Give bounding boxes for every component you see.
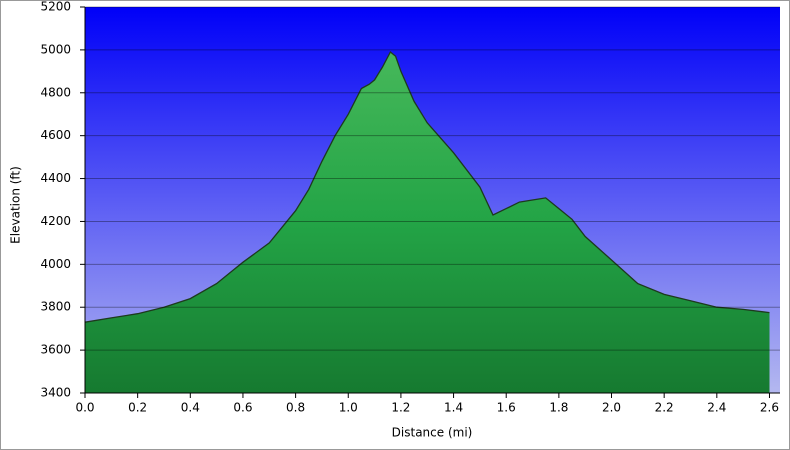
y-tick-label: 3400 [40, 386, 71, 400]
x-tick-label: 2.4 [707, 401, 726, 415]
y-tick-label: 3600 [40, 343, 71, 357]
y-tick-label: 5200 [40, 0, 71, 14]
x-tick-label: 1.4 [444, 401, 463, 415]
y-tick-label: 4800 [40, 85, 71, 99]
x-tick-label: 0.0 [75, 401, 94, 415]
x-tick-label: 0.4 [181, 401, 200, 415]
elevation-area [85, 52, 770, 393]
x-tick-label: 1.2 [391, 401, 410, 415]
x-tick-label: 2.6 [760, 401, 779, 415]
x-axis-label: Distance (mi) [392, 426, 473, 440]
x-tick-label: 2.2 [655, 401, 674, 415]
x-tick-label: 1.0 [339, 401, 358, 415]
y-tick-label: 5000 [40, 42, 71, 56]
y-tick-label: 4200 [40, 214, 71, 228]
x-tick-label: 1.6 [497, 401, 516, 415]
y-tick-label: 3800 [40, 300, 71, 314]
x-tick-label: 0.2 [128, 401, 147, 415]
x-tick-label: 0.6 [233, 401, 252, 415]
y-axis-label: Elevation (ft) [9, 166, 23, 244]
x-tick-label: 2.0 [602, 401, 621, 415]
x-tick-label: 1.8 [549, 401, 568, 415]
elevation-line [84, 50, 770, 323]
y-tick-label: 4400 [40, 171, 71, 185]
x-tick-label: 0.8 [286, 401, 305, 415]
y-tick-label: 4000 [40, 257, 71, 271]
y-tick-label: 4600 [40, 128, 71, 142]
